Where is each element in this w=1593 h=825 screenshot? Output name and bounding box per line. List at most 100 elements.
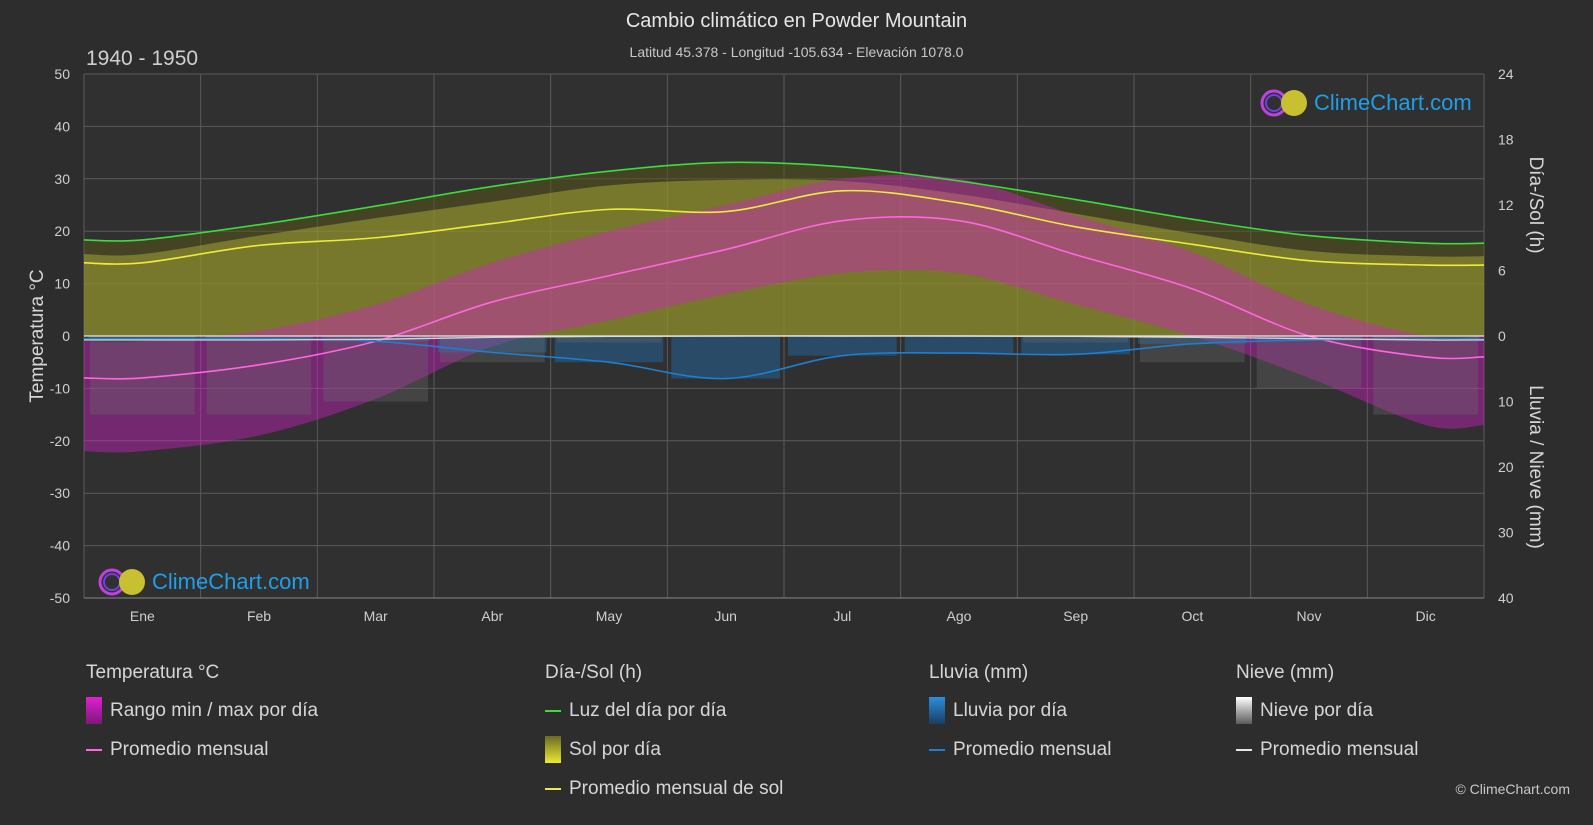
y-left-tick-label: 0 bbox=[62, 328, 70, 344]
rain-bar bbox=[438, 336, 547, 353]
temp-range-band bbox=[84, 174, 1484, 453]
sunshine-band bbox=[84, 179, 1484, 336]
y-left-tick-label: -30 bbox=[50, 485, 70, 501]
climate-chart: 50 40 30 20 10 0 -10 -20 -30 -40 -50 Ene Feb Mar Abr Ma… bbox=[27, 66, 1546, 624]
y-right-top-tick-label: 18 bbox=[1498, 132, 1514, 148]
snow-bar bbox=[1023, 336, 1128, 343]
y-right-top-tick-label: 0 bbox=[1498, 328, 1506, 344]
legend-item-daylight: Luz del día por día bbox=[545, 699, 783, 722]
x-tick-label: Jul bbox=[833, 608, 851, 624]
brand-logo-top[interactable]: ClimeChart.com bbox=[1258, 88, 1472, 118]
legend-item-sun-avg: Promedio mensual de sol bbox=[545, 777, 783, 800]
legend-item-sunshine: Sol por día bbox=[545, 736, 783, 763]
x-tick-label: Ago bbox=[947, 608, 972, 624]
legend-temperature: Temperatura °C Rango min / max por día P… bbox=[86, 662, 318, 777]
legend-label: Lluvia por día bbox=[953, 699, 1068, 721]
y-left-tick-label: -40 bbox=[50, 538, 70, 554]
rain-avg-line-swatch bbox=[929, 748, 945, 751]
temp-avg-line bbox=[83, 215, 1485, 380]
logo-icon bbox=[1260, 89, 1307, 117]
rain-bar bbox=[1021, 336, 1130, 355]
y-right-top-tick-label: 24 bbox=[1498, 66, 1514, 82]
y-right-top-axis-title: Día-/Sol (h) bbox=[1525, 156, 1546, 253]
daylight-line-swatch bbox=[545, 709, 561, 712]
y-right-bottom-axis-title: Lluvia / Nieve (mm) bbox=[1525, 385, 1546, 549]
y-left-tick-label: 30 bbox=[54, 171, 70, 187]
y-right-top-tick-label: 12 bbox=[1498, 197, 1514, 213]
snow-bar bbox=[556, 336, 662, 343]
x-tick-label: Jun bbox=[714, 608, 737, 624]
sun-avg-line bbox=[83, 189, 1485, 267]
rain-bar bbox=[1138, 336, 1247, 344]
brand-name-bottom: ClimeChart.com bbox=[152, 569, 310, 594]
y-left-tick-label: 10 bbox=[54, 276, 70, 292]
legend-label: Luz del día por día bbox=[569, 699, 727, 721]
rain-swatch bbox=[929, 697, 945, 724]
legend-label: Rango min / max por día bbox=[110, 699, 319, 721]
x-tick-label: May bbox=[596, 608, 622, 624]
legend-item-rain-daily: Lluvia por día bbox=[929, 697, 1111, 724]
rain-bar bbox=[88, 336, 197, 339]
x-tick-label: Ene bbox=[130, 608, 155, 624]
legend-snow-title: Nieve (mm) bbox=[1236, 662, 1335, 683]
logo-icon bbox=[98, 568, 145, 596]
y-right-bottom-tick-label: 40 bbox=[1498, 590, 1514, 606]
x-tick-label: Sep bbox=[1063, 608, 1088, 624]
legend-item-snow-daily: Nieve por día bbox=[1236, 697, 1418, 724]
y-left-tick-label: 50 bbox=[54, 66, 70, 82]
x-tick-label: Feb bbox=[247, 608, 271, 624]
y-left-tick-label: 40 bbox=[54, 118, 70, 134]
legend-temperature-title: Temperatura °C bbox=[86, 662, 220, 683]
daylight-band bbox=[84, 162, 1484, 336]
snow-bar bbox=[323, 336, 428, 402]
legend-snow: Nieve (mm) Nieve por día Promedio mensua… bbox=[1236, 662, 1418, 777]
legend-label: Promedio mensual bbox=[1260, 738, 1419, 760]
snow-avg-line-swatch bbox=[1236, 748, 1252, 751]
y-left-tick-label: 20 bbox=[54, 223, 70, 239]
x-tick-label: Mar bbox=[364, 608, 388, 624]
y-left-tick-label: -50 bbox=[50, 590, 70, 606]
legend-item-temp-avg: Promedio mensual bbox=[86, 738, 318, 761]
legend-label: Nieve por día bbox=[1260, 699, 1374, 721]
y-left-axis-title: Temperatura °C bbox=[27, 269, 48, 402]
y-right-top-tick-label: 6 bbox=[1498, 263, 1506, 279]
legend-rain: Lluvia (mm) Lluvia por día Promedio mens… bbox=[929, 662, 1111, 777]
rain-bar bbox=[554, 336, 664, 363]
temp-avg-line-swatch bbox=[86, 748, 102, 751]
sun-avg-line-swatch bbox=[545, 787, 561, 790]
y-left-tick-label: -10 bbox=[50, 380, 70, 396]
legend-item-temp-range: Rango min / max por día bbox=[86, 697, 319, 724]
legend-item-snow-avg: Promedio mensual bbox=[1236, 738, 1418, 761]
sunshine-swatch bbox=[545, 736, 561, 763]
legend-rain-title: Lluvia (mm) bbox=[929, 662, 1029, 683]
x-tick-label: Oct bbox=[1181, 608, 1203, 624]
legend-item-rain-avg: Promedio mensual bbox=[929, 738, 1111, 761]
snow-bar bbox=[1140, 336, 1245, 363]
y-right-bottom-tick-label: 30 bbox=[1498, 525, 1514, 541]
rain-bar bbox=[204, 336, 314, 339]
snow-bar bbox=[1256, 336, 1362, 389]
brand-logo-bottom[interactable]: ClimeChart.com bbox=[96, 567, 310, 597]
rain-bar bbox=[671, 336, 780, 379]
brand-name-top: ClimeChart.com bbox=[1314, 90, 1472, 115]
legend-label: Promedio mensual bbox=[110, 738, 269, 760]
legend-label: Promedio mensual de sol bbox=[569, 777, 784, 799]
rain-bar bbox=[788, 336, 897, 356]
snow-bar bbox=[1373, 336, 1478, 415]
snow-bar bbox=[206, 336, 312, 415]
y-right-bottom-tick-label: 20 bbox=[1498, 459, 1514, 475]
legend-label: Sol por día bbox=[569, 738, 661, 760]
x-tick-label: Nov bbox=[1297, 608, 1322, 624]
copyright-text: © ClimeChart.com bbox=[1455, 781, 1570, 797]
rain-bar bbox=[904, 336, 1014, 354]
legend-daysun-title: Día-/Sol (h) bbox=[545, 662, 643, 683]
snow-swatch bbox=[1236, 697, 1252, 724]
x-tick-label: Abr bbox=[481, 608, 503, 624]
rain-avg-line bbox=[84, 337, 1485, 380]
legend-daysun: Día-/Sol (h) Luz del día por día Sol por… bbox=[545, 662, 783, 816]
period-label: 1940 - 1950 bbox=[86, 47, 199, 70]
chart-title: Cambio climático en Powder Mountain bbox=[625, 10, 968, 32]
y-right-bottom-tick-label: 10 bbox=[1498, 394, 1514, 410]
daylight-line bbox=[83, 161, 1485, 245]
temp-range-swatch bbox=[86, 697, 102, 724]
